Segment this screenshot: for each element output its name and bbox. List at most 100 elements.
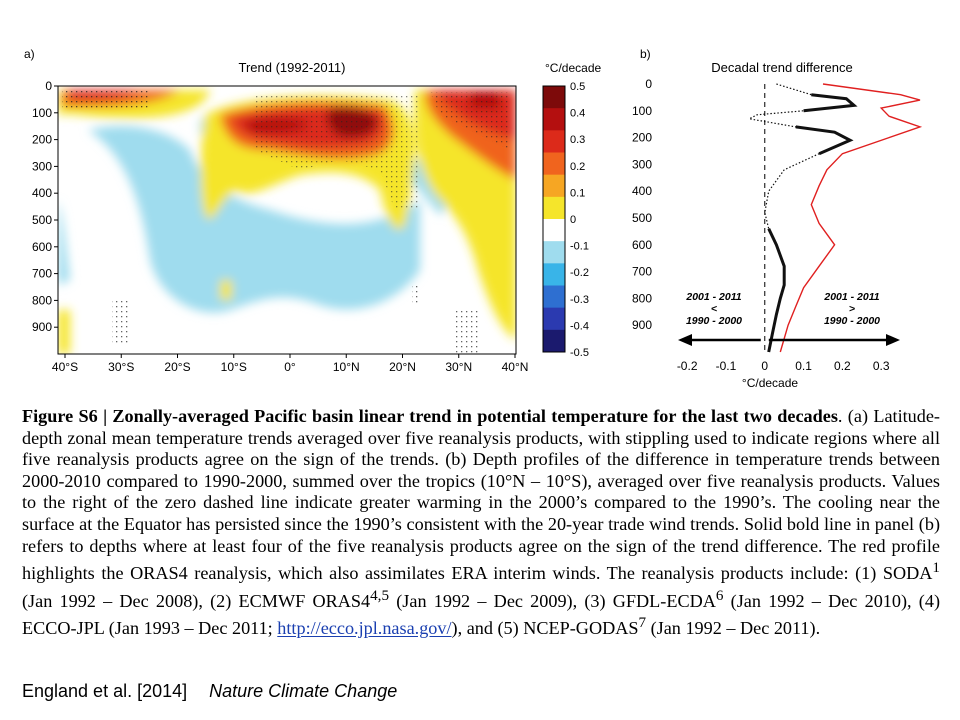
citation-authors: England et al. [2014] bbox=[22, 681, 188, 701]
heatmap-y-tick-label: 400 bbox=[32, 186, 52, 200]
caption-body-5: ), and (5) NCEP-GODAS bbox=[451, 618, 639, 639]
heatmap-y-tick-label: 700 bbox=[32, 267, 52, 281]
heatmap-y-tick-label: 800 bbox=[32, 293, 52, 307]
oras4-profile-line bbox=[779, 83, 923, 353]
right-arrow-icon bbox=[886, 334, 900, 346]
colorbar-swatch bbox=[543, 108, 565, 131]
colorbar-swatch bbox=[543, 86, 565, 109]
heatmap-y-axis: 0 100 200 300 400 500 600 700 800 900 bbox=[32, 79, 58, 334]
heatmap-y-tick-label: 500 bbox=[32, 213, 52, 227]
heatmap-x-tick-label: 30°N bbox=[445, 360, 472, 374]
profile-y-tick-label: 800 bbox=[632, 291, 652, 305]
caption-body-2: (Jan 1992 – Dec 2008), (2) ECMWF ORAS4 bbox=[22, 590, 371, 611]
heatmap-x-tick-label: 30°S bbox=[108, 360, 134, 374]
colorbar-tick-label: 0.2 bbox=[570, 161, 585, 173]
heatmap-y-tick-label: 600 bbox=[32, 240, 52, 254]
colorbar-tick-label: 0.5 bbox=[570, 81, 585, 93]
profile-y-tick-label: 100 bbox=[632, 104, 652, 118]
heatmap-x-tick-label: 0° bbox=[284, 360, 296, 374]
colorbar: 0.5 0.4 0.3 0.2 0.1 0 -0.1 -0.2 -0.3 -0.4 -0.5 bbox=[542, 81, 589, 359]
heatmap-y-tick-label: 0 bbox=[45, 79, 52, 93]
panel-b-title: Decadal trend difference bbox=[711, 60, 852, 75]
colorbar-swatch bbox=[543, 174, 565, 198]
profile-x-tick-label: 0.3 bbox=[873, 359, 890, 373]
profile-x-tick-label: 0.1 bbox=[795, 359, 812, 373]
colorbar-swatch bbox=[543, 329, 565, 353]
heatmap-y-tick-label: 900 bbox=[32, 320, 52, 334]
caption-ref-2: 4,5 bbox=[370, 586, 390, 604]
heatmap-field bbox=[58, 86, 516, 354]
colorbar-swatch bbox=[543, 219, 565, 242]
citation-journal: Nature Climate Change bbox=[209, 681, 398, 701]
caption-body-3: (Jan 1992 – Dec 2009), (3) GFDL-ECDA bbox=[389, 590, 716, 611]
profile-y-tick-label: 600 bbox=[632, 238, 652, 252]
profile-y-tick-label: 900 bbox=[632, 318, 652, 332]
profile-x-tick-label: -0.2 bbox=[677, 359, 698, 373]
heatmap-y-tick-label: 300 bbox=[32, 159, 52, 173]
decade-comparison-label: 2001 - 2011 bbox=[685, 291, 741, 303]
heatmap-x-tick-label: 20°N bbox=[389, 360, 416, 374]
panel-b-label: b) bbox=[640, 47, 651, 61]
colorbar-swatch bbox=[543, 307, 565, 331]
colorbar-tick-label: -0.5 bbox=[570, 347, 589, 359]
profile-y-tick-label: 0 bbox=[645, 77, 652, 91]
decade-comparison-label: 1990 - 2000 bbox=[686, 315, 742, 327]
caption-body-6: (Jan 1992 – Dec 2011). bbox=[646, 618, 821, 639]
colorbar-tick-label: -0.2 bbox=[570, 267, 589, 279]
colorbar-label: °C/decade bbox=[545, 61, 601, 75]
decade-comparison-label: > bbox=[849, 303, 855, 315]
heatmap-x-tick-label: 10°N bbox=[333, 360, 360, 374]
heatmap-x-tick-label: 10°S bbox=[221, 360, 247, 374]
caption-body-1: (a) Latitude-depth zonal mean temperatur… bbox=[22, 406, 940, 584]
mean-profile-bold-segment bbox=[803, 93, 858, 113]
heatmap-x-tick-label: 20°S bbox=[164, 360, 190, 374]
panel-a-title: Trend (1992-2011) bbox=[239, 60, 346, 75]
caption-title-period: . bbox=[837, 406, 843, 426]
profile-y-tick-label: 300 bbox=[632, 157, 652, 171]
decade-comparison-label: 2001 - 2011 bbox=[823, 291, 879, 303]
caption-ref-1: 1 bbox=[932, 559, 940, 577]
colorbar-swatch bbox=[543, 130, 565, 153]
colorbar-swatch bbox=[543, 285, 565, 309]
heatmap-x-tick-label: 40°N bbox=[502, 360, 529, 374]
profile-y-tick-label: 500 bbox=[632, 211, 652, 225]
colorbar-tick-label: 0 bbox=[570, 214, 576, 226]
figure-caption: Figure S6 | Zonally-averaged Pacific bas… bbox=[22, 406, 940, 640]
colorbar-swatch bbox=[543, 196, 565, 220]
profile-x-axis-label: °C/decade bbox=[742, 376, 798, 390]
heatmap-y-tick-label: 200 bbox=[32, 133, 52, 147]
colorbar-tick-label: 0.3 bbox=[570, 134, 585, 146]
profile-x-tick-label: 0.2 bbox=[834, 359, 851, 373]
profile-x-tick-label: -0.1 bbox=[716, 359, 737, 373]
panel-a-label: a) bbox=[24, 47, 35, 61]
caption-ref-4: 7 bbox=[638, 614, 647, 632]
left-arrow-icon bbox=[678, 334, 692, 346]
profile-y-tick-label: 400 bbox=[632, 184, 652, 198]
profile-x-tick-label: 0 bbox=[761, 359, 768, 373]
mean-profile-bold-segment bbox=[795, 125, 854, 156]
decade-comparison-label: 1990 - 2000 bbox=[824, 315, 880, 327]
profile-y-tick-label: 200 bbox=[632, 131, 652, 145]
citation: England et al. [2014] Nature Climate Chan… bbox=[22, 681, 397, 702]
heatmap-x-tick-label: 40°S bbox=[52, 360, 78, 374]
ecco-link[interactable]: http://ecco.jpl.nasa.gov/ bbox=[277, 618, 452, 639]
colorbar-tick-label: -0.4 bbox=[570, 320, 589, 332]
mean-profile-bold-segment bbox=[767, 228, 786, 353]
heatmap-y-tick-label: 100 bbox=[32, 106, 52, 120]
colorbar-swatch bbox=[543, 152, 565, 176]
colorbar-tick-label: -0.1 bbox=[570, 241, 589, 253]
caption-title: Figure S6 | Zonally-averaged Pacific bas… bbox=[22, 406, 838, 426]
profile-plot: 0 100 200 300 400 500 600 700 800 900 -0.2 -0.1 0 0.1… bbox=[632, 77, 923, 390]
heatmap-x-axis: 40°S 30°S 20°S 10°S 0° 10°N 20°N 30°N 40°N bbox=[52, 354, 528, 374]
caption-body-4: (Jan 1992 – Dec 2010), (4) ECCO-JPL (Jan… bbox=[22, 590, 941, 639]
colorbar-tick-label: 0.1 bbox=[570, 187, 585, 199]
colorbar-swatch bbox=[543, 241, 565, 264]
caption-ref-3: 6 bbox=[715, 586, 724, 604]
figure: a) Trend (1992-2011) bbox=[24, 47, 923, 390]
decade-comparison-label: < bbox=[711, 303, 717, 315]
colorbar-frame bbox=[542, 85, 566, 353]
colorbar-tick-label: 0.4 bbox=[570, 108, 585, 120]
colorbar-tick-label: -0.3 bbox=[570, 294, 589, 306]
colorbar-swatch bbox=[543, 263, 565, 286]
profile-y-tick-label: 700 bbox=[632, 265, 652, 279]
